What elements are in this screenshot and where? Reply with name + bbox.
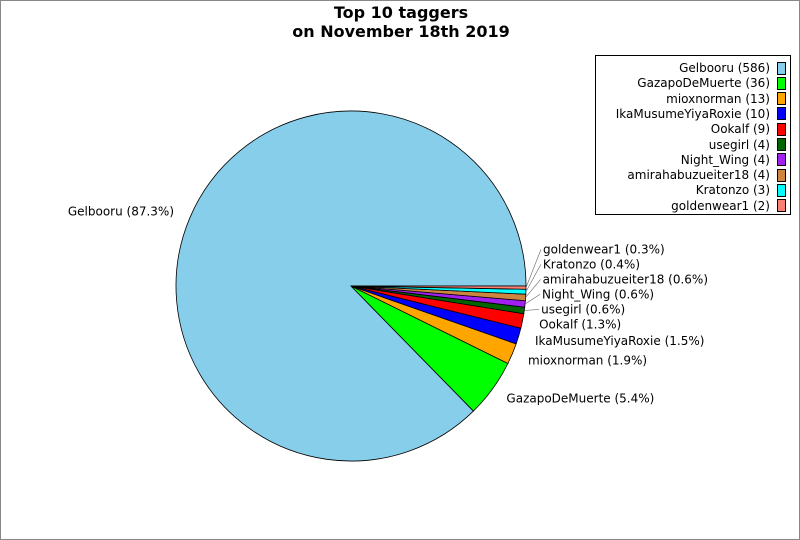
legend-label: Gelbooru (586) bbox=[679, 61, 770, 75]
legend-label: Ookalf (9) bbox=[710, 122, 770, 137]
legend-swatch bbox=[777, 61, 786, 75]
title-line-1: Top 10 taggers bbox=[333, 3, 469, 22]
legend-label: usegirl (4) bbox=[708, 137, 770, 152]
legend-label: Kratonzo (3) bbox=[695, 183, 770, 198]
legend-item: Ookalf (9) bbox=[711, 121, 786, 137]
legend-swatch bbox=[777, 76, 786, 90]
legend-item: mioxnorman (13) bbox=[666, 91, 786, 107]
slice-label: mioxnorman (1.9%) bbox=[528, 353, 647, 367]
legend-label: amirahabuzueiter18 (4) bbox=[627, 168, 770, 183]
legend-swatch bbox=[777, 138, 786, 151]
label-leader-line bbox=[525, 249, 542, 288]
legend-item: Night_Wing (4) bbox=[681, 152, 786, 168]
slice-label: amirahabuzueiter18 (0.6%) bbox=[543, 272, 708, 286]
slice-label: goldenwear1 (0.3%) bbox=[543, 242, 665, 256]
label-leader-line bbox=[525, 264, 542, 292]
label-leader-line bbox=[525, 279, 541, 298]
legend-swatch bbox=[777, 183, 786, 197]
legend-swatch bbox=[777, 107, 786, 121]
label-leader-line bbox=[524, 294, 541, 305]
legend-item: Gelbooru (586) bbox=[679, 60, 786, 76]
chart-title: Top 10 taggers on November 18th 2019 bbox=[1, 3, 799, 41]
legend-swatch bbox=[777, 153, 786, 167]
title-line-2: on November 18th 2019 bbox=[292, 22, 510, 41]
label-leader-line bbox=[524, 309, 540, 311]
legend-item: usegirl (4) bbox=[709, 137, 786, 153]
legend-swatch bbox=[777, 199, 786, 213]
slice-label: GazapoDeMuerte (5.4%) bbox=[506, 392, 654, 406]
legend-swatch bbox=[777, 92, 786, 106]
slice-label: Night_Wing (0.6%) bbox=[542, 287, 654, 301]
legend-label: GazapoDeMuerte (36) bbox=[637, 76, 770, 91]
legend-item: IkaMusumeYiyaRoxie (10) bbox=[616, 106, 786, 122]
slice-label: Gelbooru (87.3%) bbox=[68, 205, 174, 219]
legend: Gelbooru (586) GazapoDeMuerte (36) mioxnor… bbox=[595, 55, 791, 215]
legend-swatch bbox=[777, 168, 786, 182]
slice-label: Ookalf (1.3%) bbox=[539, 317, 621, 331]
slice-label: Kratonzo (0.4%) bbox=[543, 257, 640, 271]
legend-item: GazapoDeMuerte (36) bbox=[637, 75, 786, 91]
legend-label: goldenwear1 (2) bbox=[671, 198, 770, 213]
legend-item: amirahabuzueiter18 (4) bbox=[627, 167, 786, 183]
legend-label: IkaMusumeYiyaRoxie (10) bbox=[615, 106, 770, 121]
legend-swatch bbox=[777, 122, 786, 136]
legend-label: mioxnorman (13) bbox=[666, 91, 770, 106]
legend-item: Kratonzo (3) bbox=[696, 182, 786, 198]
slice-label: IkaMusumeYiyaRoxie (1.5%) bbox=[535, 334, 704, 348]
slice-label: usegirl (0.6%) bbox=[541, 302, 625, 316]
legend-item: goldenwear1 (2) bbox=[671, 198, 786, 214]
legend-label: Night_Wing (4) bbox=[680, 152, 770, 167]
